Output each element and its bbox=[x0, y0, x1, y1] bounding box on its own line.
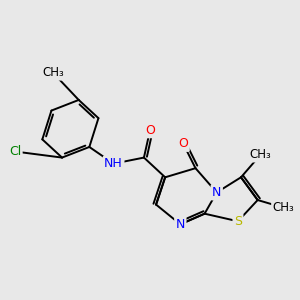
Text: CH₃: CH₃ bbox=[250, 148, 272, 161]
Text: CH₃: CH₃ bbox=[42, 66, 64, 79]
Text: O: O bbox=[145, 124, 155, 137]
Text: Cl: Cl bbox=[9, 145, 21, 158]
Text: CH₃: CH₃ bbox=[273, 201, 294, 214]
Text: N: N bbox=[212, 186, 221, 199]
Text: S: S bbox=[234, 215, 242, 228]
Text: NH: NH bbox=[104, 157, 123, 170]
Text: N: N bbox=[176, 218, 185, 231]
Text: O: O bbox=[178, 137, 188, 150]
